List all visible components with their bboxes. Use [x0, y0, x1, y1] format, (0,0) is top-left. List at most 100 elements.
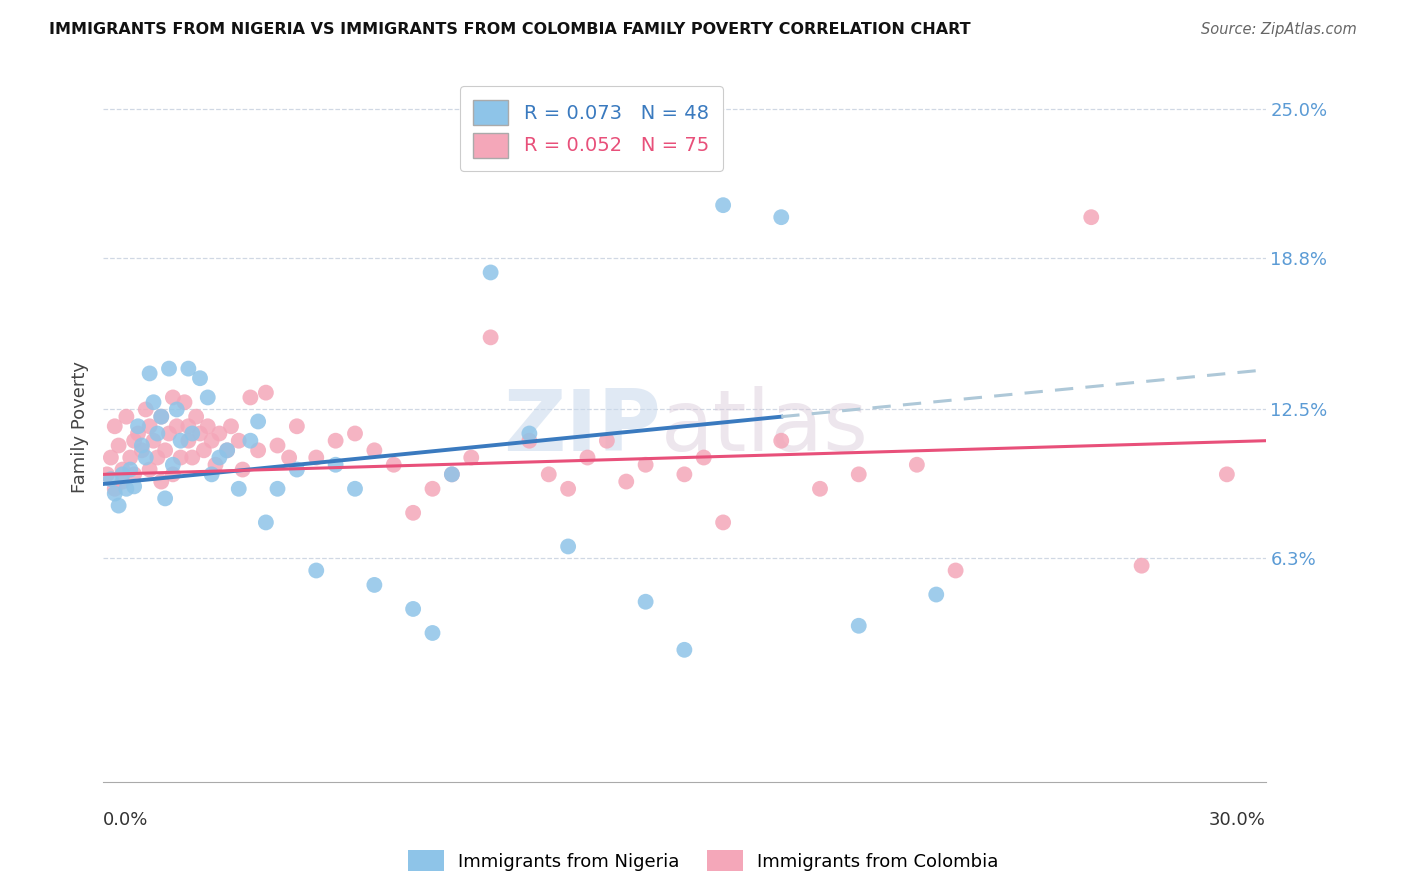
Point — [104, 486, 127, 500]
Point — [247, 415, 270, 429]
Point — [1080, 210, 1102, 224]
Point — [142, 434, 165, 448]
Point — [402, 506, 425, 520]
Point — [848, 619, 870, 633]
Point — [173, 395, 195, 409]
Point — [169, 450, 191, 465]
Point — [305, 450, 328, 465]
Point — [153, 491, 176, 506]
Point — [201, 434, 224, 448]
Point — [111, 462, 134, 476]
Point — [193, 443, 215, 458]
Point — [576, 450, 599, 465]
Point — [239, 391, 262, 405]
Point — [138, 419, 160, 434]
Point — [239, 434, 262, 448]
Point — [150, 409, 173, 424]
Point — [217, 443, 239, 458]
Point — [115, 482, 138, 496]
Point — [278, 450, 301, 465]
Point — [363, 578, 385, 592]
Point — [460, 450, 482, 465]
Point — [201, 467, 224, 482]
Point — [135, 450, 157, 465]
Point — [363, 443, 385, 458]
Point — [111, 467, 134, 482]
Legend: R = 0.073   N = 48, R = 0.052   N = 75: R = 0.073 N = 48, R = 0.052 N = 75 — [460, 87, 723, 171]
Point — [166, 419, 188, 434]
Text: IMMIGRANTS FROM NIGERIA VS IMMIGRANTS FROM COLOMBIA FAMILY POVERTY CORRELATION C: IMMIGRANTS FROM NIGERIA VS IMMIGRANTS FR… — [49, 22, 970, 37]
Point — [104, 482, 127, 496]
Point — [285, 419, 308, 434]
Point — [247, 443, 270, 458]
Point — [711, 516, 734, 530]
Point — [188, 426, 211, 441]
Point — [127, 419, 149, 434]
Point — [673, 642, 696, 657]
Point — [122, 434, 145, 448]
Point — [925, 588, 948, 602]
Point — [162, 467, 184, 482]
Point — [479, 265, 502, 279]
Point — [848, 467, 870, 482]
Point — [157, 426, 180, 441]
Point — [945, 564, 967, 578]
Point — [254, 385, 277, 400]
Point — [115, 409, 138, 424]
Point — [343, 482, 366, 496]
Point — [100, 450, 122, 465]
Point — [519, 426, 541, 441]
Point — [197, 419, 219, 434]
Point — [770, 434, 793, 448]
Point — [228, 434, 250, 448]
Point — [162, 391, 184, 405]
Text: ZIP: ZIP — [503, 386, 661, 469]
Point — [127, 426, 149, 441]
Point — [100, 472, 122, 486]
Point — [232, 462, 254, 476]
Point — [177, 419, 200, 434]
Point — [184, 409, 207, 424]
Point — [208, 426, 231, 441]
Point — [204, 458, 226, 472]
Point — [197, 391, 219, 405]
Point — [169, 434, 191, 448]
Text: 0.0%: 0.0% — [103, 811, 149, 829]
Point — [96, 467, 118, 482]
Point — [693, 450, 716, 465]
Point — [343, 426, 366, 441]
Point — [208, 450, 231, 465]
Point — [305, 564, 328, 578]
Point — [614, 475, 637, 489]
Point — [177, 361, 200, 376]
Point — [479, 330, 502, 344]
Legend: Immigrants from Nigeria, Immigrants from Colombia: Immigrants from Nigeria, Immigrants from… — [401, 843, 1005, 879]
Point — [122, 479, 145, 493]
Point — [254, 516, 277, 530]
Point — [266, 438, 288, 452]
Point — [138, 367, 160, 381]
Point — [177, 434, 200, 448]
Point — [104, 419, 127, 434]
Point — [440, 467, 463, 482]
Point — [153, 443, 176, 458]
Point — [146, 450, 169, 465]
Point — [188, 371, 211, 385]
Point — [135, 402, 157, 417]
Point — [557, 540, 579, 554]
Point — [285, 462, 308, 476]
Point — [181, 450, 204, 465]
Point — [711, 198, 734, 212]
Point — [219, 419, 242, 434]
Point — [138, 462, 160, 476]
Point — [228, 482, 250, 496]
Point — [422, 626, 444, 640]
Text: 30.0%: 30.0% — [1209, 811, 1265, 829]
Point — [1130, 558, 1153, 573]
Point — [146, 426, 169, 441]
Point — [1216, 467, 1239, 482]
Point — [181, 426, 204, 441]
Point — [150, 475, 173, 489]
Point — [402, 602, 425, 616]
Point — [440, 467, 463, 482]
